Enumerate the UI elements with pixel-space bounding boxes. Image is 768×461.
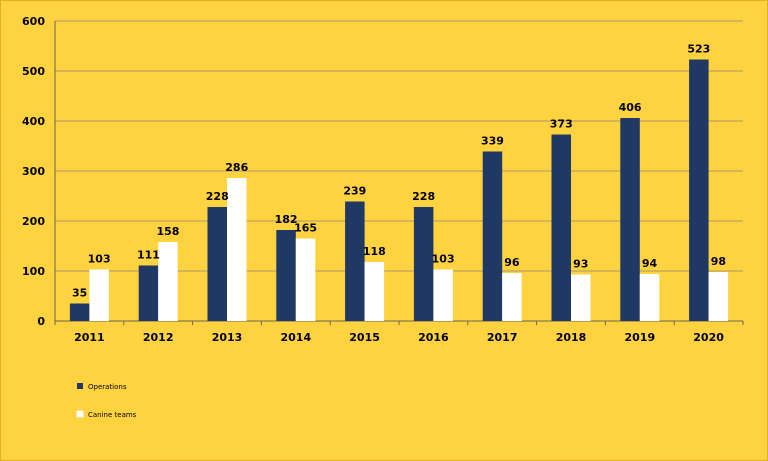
y-tick-label: 100 [22,265,45,278]
y-tick-label: 0 [37,315,45,328]
data-label: 373 [550,118,573,131]
bar-operations [551,134,571,321]
data-labels: 35 111 228 182 239 228 339 373 406 523 103 158 286 16… [72,43,726,300]
bar-canine-teams [158,242,178,321]
data-label: 523 [687,43,710,56]
x-tick-label: 2011 [74,331,105,344]
bar-canine-teams [433,269,453,321]
data-label: 93 [573,258,588,271]
bar-operations [413,207,434,321]
bar-canine-teams [89,269,109,321]
y-tick-label: 200 [22,215,45,228]
bar-canine-teams [364,262,385,321]
y-tick-label: 400 [22,115,45,128]
data-label: 103 [88,253,111,266]
data-label: 98 [711,255,726,268]
data-label: 165 [294,222,317,235]
bar-canine-teams [227,178,247,321]
bar-canine-teams [571,274,591,321]
y-tick-label: 300 [22,165,45,178]
x-tick-label: 2013 [212,331,243,344]
legend-label: Canine teams [88,411,137,419]
data-label: 103 [432,253,455,266]
x-tick-label: 2017 [487,331,518,344]
bar-canine-teams [708,272,729,321]
bars [69,59,729,321]
y-axis: 0 100 200 300 400 500 600 [22,15,56,328]
data-label: 111 [137,249,160,262]
bar-operations [276,230,296,321]
legend-swatch [77,383,83,389]
bar-operations [482,151,503,321]
data-label: 286 [225,161,248,174]
y-tick-label: 600 [22,15,45,28]
bar-canine-teams [295,238,316,321]
legend-label: Operations [88,383,127,391]
data-label: 406 [619,101,642,114]
data-label: 239 [343,185,366,198]
data-label: 182 [275,213,298,226]
legend: Operations Canine teams [76,383,137,419]
x-axis: 2011 2012 2013 2014 2015 2016 2017 2018 2019 2020 [54,320,744,344]
data-label: 96 [504,256,520,269]
bar-canine-teams [502,273,522,321]
data-label: 228 [412,190,435,203]
bar-operations [345,201,365,321]
bar-operations [689,59,709,321]
x-tick-label: 2018 [556,331,587,344]
legend-swatch [76,410,84,418]
bar-operations [69,303,90,321]
bar-operations [620,118,640,321]
x-tick-label: 2020 [693,331,724,344]
x-tick-label: 2014 [280,331,311,344]
y-tick-label: 500 [22,65,45,78]
x-tick-label: 2012 [143,331,174,344]
bar-operations [207,207,227,321]
x-tick-label: 2015 [349,331,380,344]
bar-operations [138,265,159,321]
data-label: 94 [642,257,658,270]
data-label: 158 [156,225,179,238]
x-tick-label: 2019 [624,331,655,344]
data-label: 339 [481,135,504,148]
data-label: 35 [72,287,87,300]
data-label: 118 [363,245,386,258]
data-label: 228 [206,190,229,203]
x-tick-label: 2016 [418,331,449,344]
bar-canine-teams [639,274,660,321]
